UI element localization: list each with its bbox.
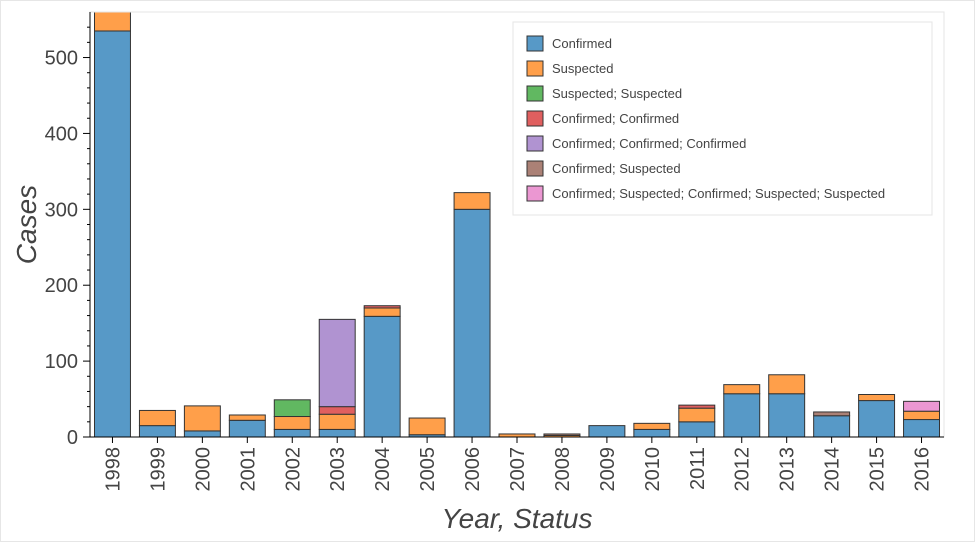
- legend-swatch: [526, 35, 544, 52]
- bar-2001-series-1: [228, 414, 266, 421]
- bar-2004-series-1: [363, 307, 401, 317]
- x-tick-label: 1999: [147, 447, 169, 492]
- x-tick-label: 2015: [867, 447, 889, 492]
- bar-2003-series-1: [318, 413, 356, 430]
- legend-swatch: [526, 135, 544, 152]
- x-axis-title: Year, Status: [442, 503, 593, 534]
- bar-2002-series-0: [273, 428, 311, 438]
- bar-2006-series-1: [453, 192, 491, 210]
- bar-2012-series-0: [723, 393, 761, 438]
- bar-2003-series-4: [318, 318, 356, 408]
- bar-1998-series-1: [93, 11, 131, 32]
- bar-2006-series-0: [453, 208, 491, 438]
- bar-2005-series-1: [408, 417, 446, 436]
- bar-2016-series-6: [903, 400, 941, 412]
- legend-label: Suspected; Suspected: [552, 86, 682, 101]
- bar-1998-series-0: [93, 30, 131, 438]
- x-tick-label: 2001: [237, 447, 259, 492]
- x-tick-label: 2009: [597, 447, 619, 492]
- x-tick-label: 2007: [507, 447, 529, 492]
- bar-2016-series-0: [903, 419, 941, 438]
- bar-2016-series-1: [903, 410, 941, 421]
- bar-2008-series-5: [543, 433, 581, 436]
- x-tick-label: 2010: [642, 447, 664, 492]
- bar-2013-series-1: [768, 374, 806, 395]
- x-tick-label: 2003: [327, 447, 349, 492]
- y-axis-title: Cases: [11, 185, 42, 264]
- y-tick-label: 200: [45, 275, 78, 297]
- bar-2015-series-0: [858, 400, 896, 438]
- y-tick-label: 100: [45, 351, 78, 373]
- y-tick-label: 400: [45, 123, 78, 145]
- legend: Confirmed Suspected Suspected; Suspected Co…: [512, 21, 933, 216]
- legend-label: Suspected: [552, 61, 613, 76]
- x-tick-label: 2000: [192, 447, 214, 492]
- bar-2004-series-3: [363, 305, 401, 309]
- x-tick-label: 2002: [282, 447, 304, 492]
- bar-2012-series-1: [723, 384, 761, 395]
- bar-2000-series-0: [183, 430, 221, 438]
- legend-swatch: [526, 85, 544, 102]
- legend-swatch: [526, 110, 544, 127]
- axes-layer: 0 100 200 300 400 500 1998 1999 2000 2001 2002 2003…: [45, 11, 945, 492]
- legend-swatch: [526, 60, 544, 77]
- legend-label: Confirmed; Suspected: [552, 161, 681, 176]
- bar-1999-series-0: [138, 425, 176, 438]
- bar-2011-series-3: [678, 404, 716, 409]
- x-tick-label: 2014: [822, 447, 844, 492]
- bar-2001-series-0: [228, 419, 266, 438]
- bar-2011-series-1: [678, 407, 716, 423]
- legend-label: Confirmed; Confirmed; Confirmed: [552, 136, 746, 151]
- x-tick-label: 2004: [372, 447, 394, 492]
- legend-label: Confirmed: [552, 36, 612, 51]
- bar-2014-series-0: [813, 415, 851, 438]
- y-tick-label: 300: [45, 199, 78, 221]
- bar-2004-series-0: [363, 315, 401, 438]
- bar-2002-series-2: [273, 399, 311, 418]
- x-tick-label: 2016: [912, 447, 934, 492]
- y-tick-label: 0: [67, 427, 78, 449]
- x-tick-label: 2012: [732, 447, 754, 492]
- x-tick-label: 2013: [777, 447, 799, 492]
- x-tick-label: 2006: [462, 447, 484, 492]
- bar-1999-series-1: [138, 409, 176, 427]
- x-tick-label: 2011: [687, 447, 709, 490]
- bar-2010-series-0: [633, 428, 671, 438]
- bar-2003-series-3: [318, 406, 356, 415]
- bar-2003-series-0: [318, 428, 356, 438]
- x-tick-label: 1998: [102, 447, 124, 492]
- bars-layer: [93, 11, 941, 438]
- bar-2011-series-0: [678, 421, 716, 438]
- x-tick-label: 2008: [552, 447, 574, 492]
- legend-label: Confirmed; Confirmed: [552, 111, 679, 126]
- legend-label: Confirmed; Suspected; Confirmed; Suspect…: [552, 186, 885, 201]
- bar-2015-series-1: [858, 394, 896, 402]
- legend-box: [512, 21, 933, 216]
- legend-swatch: [526, 185, 544, 202]
- bar-2014-series-5: [813, 411, 851, 417]
- bar-2013-series-0: [768, 393, 806, 438]
- bar-2002-series-1: [273, 416, 311, 430]
- bar-2009-series-0: [588, 425, 626, 438]
- bar-2000-series-1: [183, 405, 221, 432]
- legend-swatch: [526, 160, 544, 177]
- bar-2010-series-1: [633, 422, 671, 430]
- x-tick-label: 2005: [417, 447, 439, 492]
- y-tick-label: 500: [45, 48, 78, 70]
